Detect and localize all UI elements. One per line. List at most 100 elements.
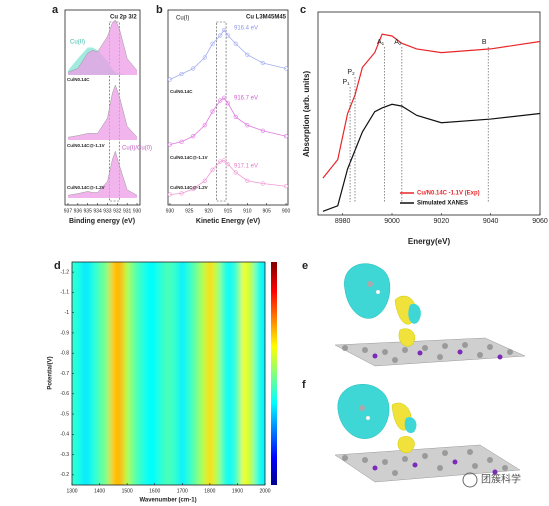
heatmap-cell	[247, 262, 256, 485]
watermark: 团簇科学	[481, 473, 521, 486]
marker-sub: 1	[347, 81, 350, 86]
x-tick-label: 900	[282, 208, 291, 214]
legend-label: Cu/N0.14C -1.1V (Exp)	[417, 191, 480, 197]
data-point	[233, 41, 238, 46]
x-tick-label: 925	[185, 208, 194, 214]
panel-letter: c	[300, 4, 306, 16]
panel-letter: d	[54, 260, 61, 272]
data-point	[167, 192, 173, 197]
heatmap-cell	[240, 262, 249, 485]
data-point	[222, 95, 227, 100]
plot-frame	[167, 9, 289, 206]
annotation: 917.1 eV	[234, 164, 258, 170]
y-tick-label: -0.7	[60, 371, 69, 377]
x-tick-label: 9000	[384, 218, 400, 225]
panel-letter: b	[156, 4, 163, 16]
y-tick-label: -1.2	[60, 269, 69, 275]
heatmap-cell	[116, 262, 125, 485]
annotation: 916.4 eV	[234, 26, 258, 32]
dft-illustration	[334, 263, 526, 367]
spectrum-line	[169, 97, 287, 145]
y-tick-label: -1.1	[60, 290, 69, 296]
x-axis-label: Wavenumber (cm-1)	[139, 498, 196, 504]
line	[322, 103, 541, 212]
data-point	[202, 123, 207, 128]
heatmap	[72, 262, 265, 485]
series-label: Cu/N0.14C	[67, 77, 90, 82]
marker-text: A	[394, 39, 399, 46]
data-point	[210, 109, 215, 114]
x-tick-label: 920	[204, 208, 213, 214]
marker-label: B	[482, 39, 487, 46]
x-tick-label: 9060	[532, 218, 548, 225]
legend-label: Simulated XANES	[417, 201, 468, 207]
panel-letter: f	[302, 379, 306, 391]
data-point	[191, 186, 196, 192]
marker-label: P1	[342, 79, 350, 86]
x-tick-label: 933	[103, 208, 112, 214]
colorbar	[271, 262, 277, 485]
data-point	[260, 128, 265, 133]
data-point	[191, 66, 196, 71]
data-point	[283, 66, 289, 71]
x-tick-label: 935	[84, 208, 93, 214]
heatmap-cell	[103, 262, 111, 485]
series-label: Cu/N0.14C@-1.2V	[170, 185, 208, 190]
marker-text: B	[482, 39, 487, 46]
data-point	[225, 101, 231, 106]
heatmap-cell	[89, 262, 97, 485]
heatmap-cell	[254, 262, 263, 485]
y-tick-label: -0.8	[60, 351, 69, 357]
x-tick-label: 931	[123, 208, 132, 214]
data-point	[245, 52, 250, 57]
x-tick-label: 930	[166, 208, 175, 214]
heatmap-cell	[185, 262, 194, 485]
marker-text: A	[377, 39, 382, 46]
data-point	[210, 41, 215, 46]
marker-sub: 2	[399, 41, 402, 46]
plot-frame	[317, 11, 541, 216]
x-tick-label: 905	[263, 208, 272, 214]
heatmap-cell	[192, 262, 201, 485]
annotation: Cu(I)/Cu(0)	[122, 146, 152, 152]
marker-label: A2	[394, 39, 402, 46]
data-point	[260, 181, 265, 186]
heatmap-cell	[213, 262, 221, 485]
spectrum-line	[67, 150, 138, 196]
y-tick-label: -0.6	[60, 391, 69, 397]
heatmap-cell	[96, 262, 104, 485]
data-point	[202, 178, 207, 183]
marker-sub: 2	[352, 71, 355, 76]
panel-letter: a	[52, 4, 59, 16]
data-point	[283, 184, 289, 189]
y-tick-label: -0.9	[60, 330, 69, 336]
data-point	[167, 142, 173, 147]
x-tick-label: 8980	[335, 218, 351, 225]
data-point	[283, 134, 289, 139]
annotation: 916.7 eV	[234, 96, 258, 102]
dft-illustration	[334, 384, 521, 483]
data-point	[179, 139, 184, 144]
series-label: Cu/N0.14C@-1.1V	[170, 155, 208, 160]
heatmap-cell	[75, 262, 83, 485]
x-tick-label: 1700	[177, 488, 188, 494]
data-point	[218, 33, 223, 38]
x-tick-label: 1500	[122, 488, 133, 494]
x-tick-label: 937	[64, 208, 73, 214]
annotation: Cu(I)	[176, 16, 189, 22]
heatmap-cell	[82, 262, 90, 485]
spectrum-line	[169, 29, 287, 80]
x-tick-label: 930	[133, 208, 142, 214]
x-tick-label: 9040	[483, 218, 499, 225]
heatmap-cell	[109, 262, 118, 485]
x-axis-label: Binding energy (eV)	[69, 218, 135, 225]
x-tick-label: 1300	[66, 488, 77, 494]
data-point	[222, 158, 227, 163]
y-tick-label: -1	[65, 310, 70, 316]
data-point	[191, 134, 196, 139]
y-axis-label: Potential(V)	[48, 356, 54, 389]
data-point	[218, 159, 223, 164]
marker-text: P	[342, 79, 347, 86]
x-tick-label: 9020	[434, 218, 450, 225]
